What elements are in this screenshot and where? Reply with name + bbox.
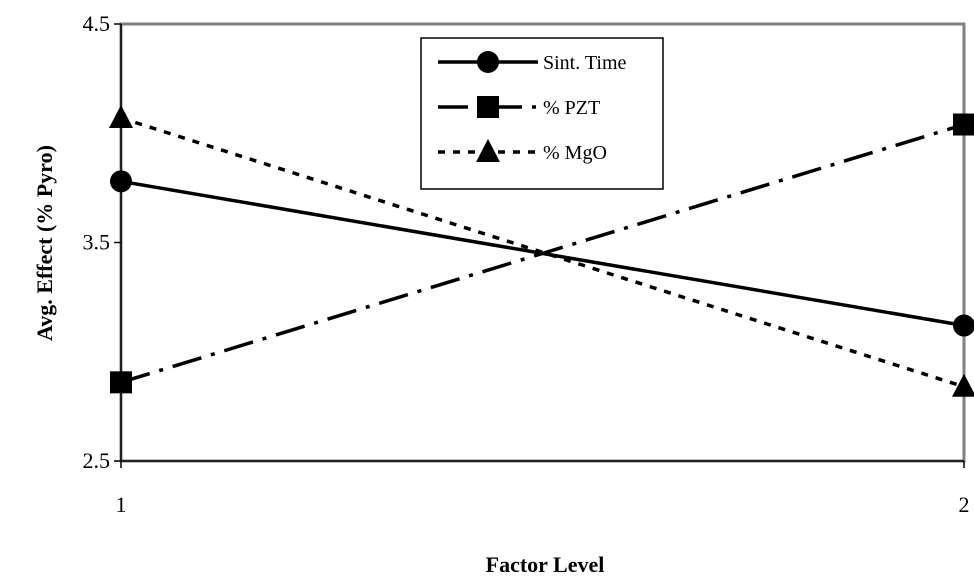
x-axis-title: Factor Level — [486, 552, 605, 577]
legend-label: % PZT — [543, 97, 600, 119]
legend-marker-square — [477, 96, 499, 118]
x-tick-label: 2 — [959, 492, 970, 517]
legend-label: Sint. Time — [543, 52, 627, 74]
legend-marker-circle — [477, 51, 499, 73]
x-tick-label: 1 — [116, 492, 127, 517]
y-tick-label: 3.5 — [83, 230, 111, 255]
y-tick-label: 2.5 — [83, 448, 111, 473]
y-axis-title: Avg. Effect (% Pyro) — [32, 145, 57, 341]
legend-marker-triangle — [476, 139, 500, 162]
series-line-2 — [120, 116, 965, 389]
data-point-circle — [953, 314, 974, 337]
data-point-square — [953, 113, 974, 136]
series-lines — [120, 116, 965, 389]
legend: Sint. Time % PZT % MgO — [420, 37, 664, 190]
legend-label: % MgO — [543, 142, 607, 164]
axis-ticks: 2.5 3.5 4.5 1 2 — [83, 11, 970, 517]
data-point-square — [110, 371, 132, 394]
series-markers — [109, 104, 974, 397]
data-point-triangle — [109, 104, 133, 128]
data-point-triangle — [952, 373, 974, 397]
y-tick-label: 4.5 — [83, 11, 111, 36]
series-line-1 — [120, 122, 965, 385]
data-point-circle — [110, 170, 132, 193]
